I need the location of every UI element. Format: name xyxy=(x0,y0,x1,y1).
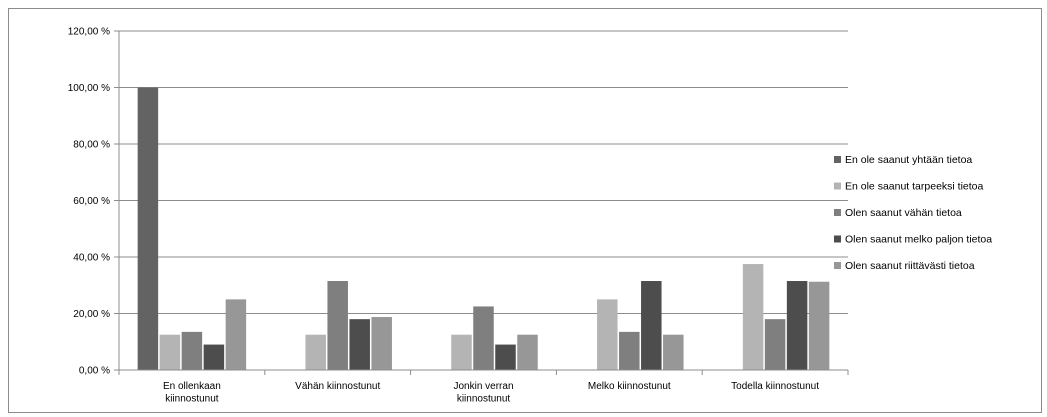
legend-label: En ole saanut tarpeeksi tietoa xyxy=(845,181,984,193)
bar xyxy=(137,87,159,370)
bar xyxy=(349,319,370,370)
legend-label: Olen saanut melko paljon tietoa xyxy=(845,234,992,246)
bar xyxy=(181,331,203,370)
bar xyxy=(473,306,494,370)
bar xyxy=(742,264,764,370)
bar xyxy=(327,281,348,370)
bar xyxy=(451,334,472,370)
bar xyxy=(305,334,326,370)
x-tick-label: Melko kiinnostunut xyxy=(588,381,671,392)
legend-swatch xyxy=(834,182,841,190)
x-tick-label: Todella kiinnostunut xyxy=(731,381,819,392)
legend-swatch xyxy=(834,235,841,243)
legend-label: Olen saanut riittävästi tietoa xyxy=(845,260,975,272)
y-tick-label: 80,00 % xyxy=(73,140,110,151)
bar xyxy=(517,334,538,370)
legend-label: En ole saanut yhtään tietoa xyxy=(845,154,972,166)
y-tick-label: 40,00 % xyxy=(73,253,110,264)
bar xyxy=(786,281,808,370)
legend-swatch xyxy=(834,209,841,216)
bar xyxy=(225,299,247,370)
bar xyxy=(663,334,684,370)
y-tick-label: 20,00 % xyxy=(73,309,110,320)
bar xyxy=(371,317,392,370)
x-tick-label: kiinnostunut xyxy=(457,394,511,405)
y-tick-label: 100,00 % xyxy=(68,83,110,94)
bar xyxy=(808,281,830,370)
x-tick-label: Jonkin verran xyxy=(453,381,513,392)
bar xyxy=(641,281,662,370)
legend-swatch xyxy=(834,262,841,269)
bar xyxy=(159,334,181,370)
bar xyxy=(495,344,516,370)
x-tick-label: kiinnostunut xyxy=(165,394,219,405)
x-tick-label: En ollenkaan xyxy=(163,381,221,392)
bar xyxy=(619,331,640,370)
bar xyxy=(764,319,786,370)
legend-swatch xyxy=(834,156,841,163)
bar xyxy=(203,344,225,370)
y-tick-label: 0,00 % xyxy=(79,366,110,377)
legend-label: Olen saanut vähän tietoa xyxy=(845,207,962,219)
bar xyxy=(597,299,618,370)
y-tick-label: 120,00 % xyxy=(68,27,110,38)
y-tick-label: 60,00 % xyxy=(73,196,110,207)
x-tick-label: Vähän kiinnostunut xyxy=(295,381,380,392)
